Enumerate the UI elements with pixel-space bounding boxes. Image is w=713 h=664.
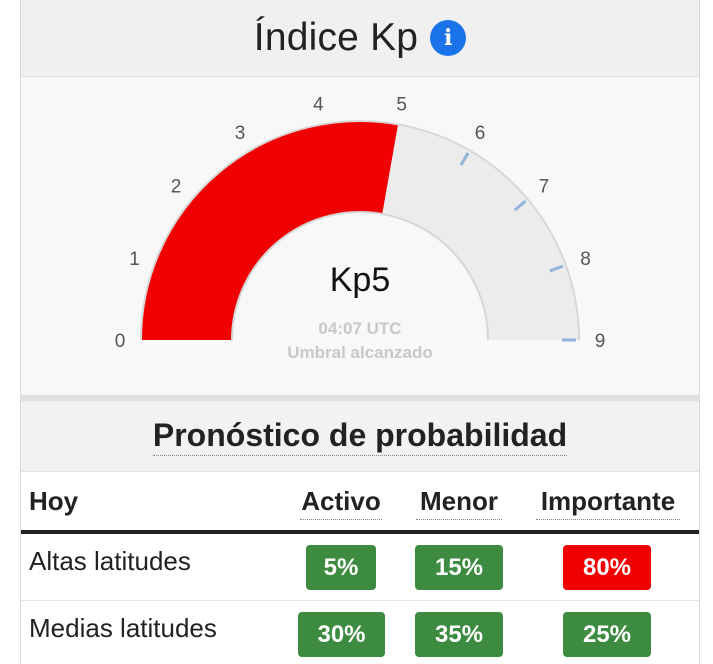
- gauge-tick-label: 0: [115, 331, 126, 352]
- kp-time-label: 04:07 UTC: [318, 319, 402, 338]
- gauge-tick-label: 6: [475, 123, 486, 144]
- forecast-table: Hoy Activo Menor Importante Altas latitu…: [21, 472, 699, 664]
- badge-altas-menor: 15%: [415, 545, 503, 590]
- page-title: Índice Kp: [253, 16, 419, 59]
- column-header-hoy: Hoy: [29, 486, 79, 516]
- gauge-tick-label: 5: [396, 95, 407, 116]
- table-header-row: Hoy Activo Menor Importante: [21, 472, 699, 534]
- gauge-tick-label: 1: [129, 249, 140, 270]
- kp-value-label: Kp5: [329, 261, 391, 299]
- gauge-fill: [142, 122, 398, 342]
- table-row: Altas latitudes 5% 15% 80%: [21, 534, 699, 601]
- gauge-tick-label: 2: [171, 177, 182, 198]
- badge-medias-activo: 30%: [298, 612, 385, 657]
- gauge-tick-label: 7: [539, 177, 550, 198]
- kp-status-label: Umbral alcanzado: [287, 343, 433, 362]
- badge-medias-importante: 25%: [563, 612, 651, 657]
- badge-altas-importante: 80%: [563, 545, 651, 590]
- info-icon[interactable]: i: [430, 20, 467, 56]
- kp-index-card: Índice Kp i 0 1 2 3 4 5 6 7 8 9 Kp5 04:07 UTC Umb…: [20, 0, 700, 664]
- gauge-tick-label: 9: [595, 331, 606, 352]
- section-divider: [21, 395, 699, 401]
- row-label-altas: Altas latitudes: [29, 546, 191, 576]
- gauge-chart: 0 1 2 3 4 5 6 7 8 9: [115, 95, 606, 352]
- gauge-tick-label: 3: [235, 123, 246, 144]
- forecast-title[interactable]: Pronóstico de probabilidad: [152, 417, 568, 456]
- column-header-menor[interactable]: Menor: [416, 486, 502, 520]
- gauge-threshold-marker: [459, 152, 470, 166]
- card-header: Índice Kp i: [21, 0, 699, 77]
- column-header-importante[interactable]: Importante: [536, 486, 680, 520]
- gauge-track-border: [140, 120, 580, 341]
- forecast-header: Pronóstico de probabilidad: [21, 401, 699, 472]
- gauge-threshold-marker: [513, 200, 527, 212]
- column-header-activo[interactable]: Activo: [300, 486, 382, 520]
- gauge-threshold-marker: [549, 264, 564, 273]
- row-label-medias: Medias latitudes: [29, 613, 217, 643]
- gauge-track-inner-border: [231, 211, 489, 341]
- badge-altas-activo: 5%: [306, 545, 376, 590]
- badge-medias-menor: 35%: [415, 612, 503, 657]
- table-row: Medias latitudes 30% 35% 25%: [21, 601, 699, 664]
- gauge-tick-label: 8: [580, 249, 591, 270]
- kp-gauge: 0 1 2 3 4 5 6 7 8 9 Kp5 04:07 UTC Umbral alcanzad…: [21, 77, 699, 395]
- gauge-tick-label: 4: [313, 95, 324, 116]
